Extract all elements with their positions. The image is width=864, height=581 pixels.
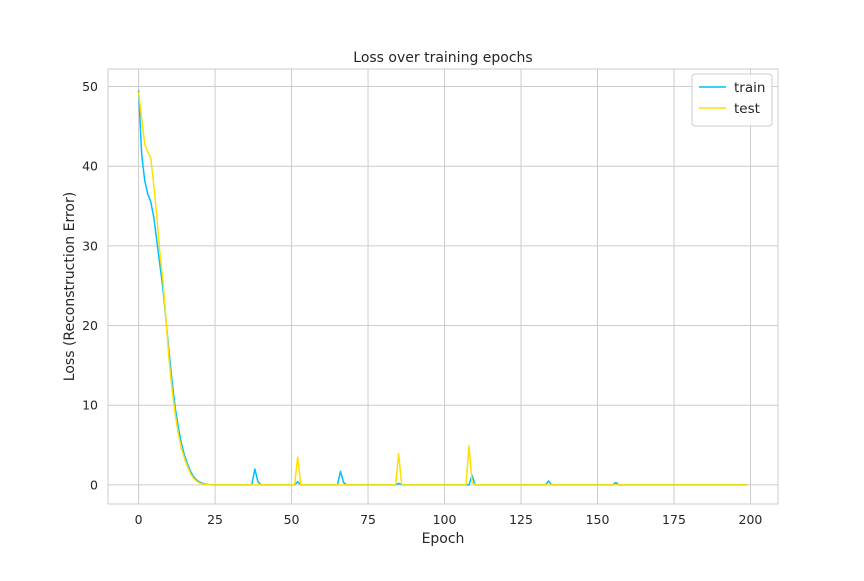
x-tick-label: 175: [662, 512, 686, 527]
x-tick-label: 150: [586, 512, 610, 527]
grid: [108, 69, 778, 504]
legend-label-train: train: [734, 80, 765, 96]
y-tick-label: 0: [90, 477, 98, 492]
chart-title: Loss over training epochs: [353, 50, 532, 66]
y-tick-label: 40: [82, 159, 98, 174]
x-tick-label: 50: [284, 512, 300, 527]
y-tick-label: 50: [82, 79, 98, 94]
y-tick-label: 30: [82, 238, 98, 253]
x-tick-label: 75: [360, 512, 376, 527]
tick-labels: 0 25 50 75 100 125 150 175 200 0 10 20 30 40 50: [82, 79, 762, 527]
series-line-train: [137, 90, 748, 486]
series-line-test: [137, 92, 748, 486]
series-layer: [137, 90, 748, 486]
x-tick-label: 200: [739, 512, 763, 527]
plot-frame: [107, 68, 779, 505]
x-axis-label: Epoch: [422, 531, 465, 547]
x-tick-label: 100: [433, 512, 457, 527]
y-tick-label: 20: [82, 318, 98, 333]
y-tick-label: 10: [82, 398, 98, 413]
y-axis-label: Loss (Reconstruction Error): [62, 192, 78, 381]
x-tick-label: 25: [207, 512, 223, 527]
x-tick-label: 0: [135, 512, 143, 527]
x-tick-label: 125: [509, 512, 533, 527]
legend-label-test: test: [734, 101, 760, 117]
legend: train test: [691, 73, 773, 127]
